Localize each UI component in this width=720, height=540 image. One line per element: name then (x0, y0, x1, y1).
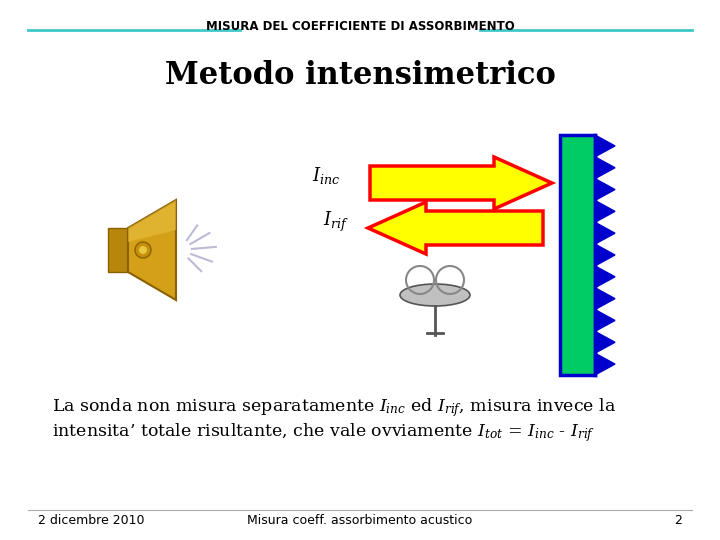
Text: $I_{rif}$: $I_{rif}$ (323, 210, 349, 234)
Polygon shape (128, 200, 176, 242)
Text: MISURA DEL COEFFICIENTE DI ASSORBIMENTO: MISURA DEL COEFFICIENTE DI ASSORBIMENTO (206, 21, 514, 33)
Polygon shape (595, 332, 615, 353)
Polygon shape (595, 200, 615, 222)
Text: 2 dicembre 2010: 2 dicembre 2010 (38, 514, 145, 526)
Polygon shape (595, 179, 615, 200)
Polygon shape (595, 244, 615, 266)
Bar (560, 135, 595, 375)
Circle shape (139, 246, 147, 254)
Ellipse shape (400, 284, 470, 306)
Polygon shape (595, 353, 615, 375)
Polygon shape (128, 200, 176, 300)
Polygon shape (595, 266, 615, 288)
Text: Metodo intensimetrico: Metodo intensimetrico (165, 59, 555, 91)
Polygon shape (595, 222, 615, 244)
Polygon shape (595, 135, 615, 157)
Text: 2: 2 (674, 514, 682, 526)
Polygon shape (108, 228, 128, 272)
Polygon shape (595, 157, 615, 179)
Circle shape (135, 242, 151, 258)
Text: $I_{inc}$: $I_{inc}$ (312, 165, 340, 186)
Polygon shape (368, 202, 543, 254)
Polygon shape (595, 288, 615, 309)
Polygon shape (370, 157, 552, 209)
Polygon shape (595, 309, 615, 332)
Text: La sonda non misura separatamente $I_{inc}$ ed $I_{rif}$, misura invece la: La sonda non misura separatamente $I_{in… (52, 396, 616, 420)
Text: intensita’ totale risultante, che vale ovviamente $I_{tot}$ = $I_{inc}$ - $I_{ri: intensita’ totale risultante, che vale o… (52, 422, 595, 444)
Text: Misura coeff. assorbimento acustico: Misura coeff. assorbimento acustico (248, 514, 472, 526)
